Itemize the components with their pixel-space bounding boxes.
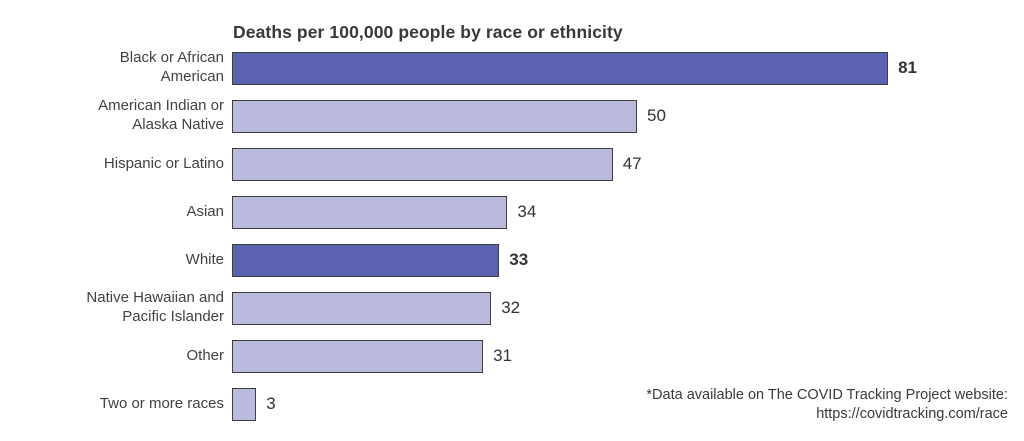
value-label: 33 [509, 250, 529, 269]
chart-row: Black or African American 81 [0, 44, 1024, 92]
bar [232, 291, 492, 325]
footnote-line-2: https://covidtracking.com/race [816, 406, 1008, 423]
chart-row: Native Hawaiian and Pacific Islander 32 [0, 284, 1024, 332]
category-label: Hispanic or Latino [103, 154, 224, 172]
category-label: White [185, 250, 224, 268]
category-label: Black or African American [119, 49, 224, 85]
value-label: 47 [622, 154, 642, 173]
value-label: 31 [493, 346, 513, 365]
category-label: Other [186, 346, 224, 364]
bar [232, 339, 484, 373]
bar [232, 195, 508, 229]
bar [232, 99, 637, 133]
category-label: Asian [186, 202, 224, 220]
value-label: 81 [898, 58, 918, 77]
footnote: *Data available on The COVID Tracking Pr… [646, 386, 1008, 425]
value-label: 50 [647, 106, 666, 125]
chart-row: American Indian or Alaska Native 50 [0, 92, 1024, 140]
bar [232, 243, 500, 277]
chart-row: Other 31 [0, 332, 1024, 380]
chart-row: Two or more races 3 [0, 380, 1024, 428]
value-label: 34 [517, 202, 537, 221]
bar-chart: Black or African American 81 American Indi… [0, 44, 1024, 428]
chart-row: White 33 [0, 236, 1024, 284]
category-label: Two or more races [99, 394, 224, 412]
footnote-line-1: *Data available on The COVID Tracking Pr… [646, 386, 1008, 403]
chart-title: Deaths per 100,000 people by race or eth… [233, 22, 623, 42]
bar [232, 147, 613, 181]
bar [232, 51, 889, 85]
value-label: 32 [501, 298, 521, 317]
bar [232, 387, 257, 421]
chart-row: Asian 34 [0, 188, 1024, 236]
value-label: 3 [266, 394, 276, 413]
chart-row: Hispanic or Latino 47 [0, 140, 1024, 188]
category-label: American Indian or Alaska Native [98, 97, 224, 133]
category-label: Native Hawaiian and Pacific Islander [86, 289, 224, 325]
